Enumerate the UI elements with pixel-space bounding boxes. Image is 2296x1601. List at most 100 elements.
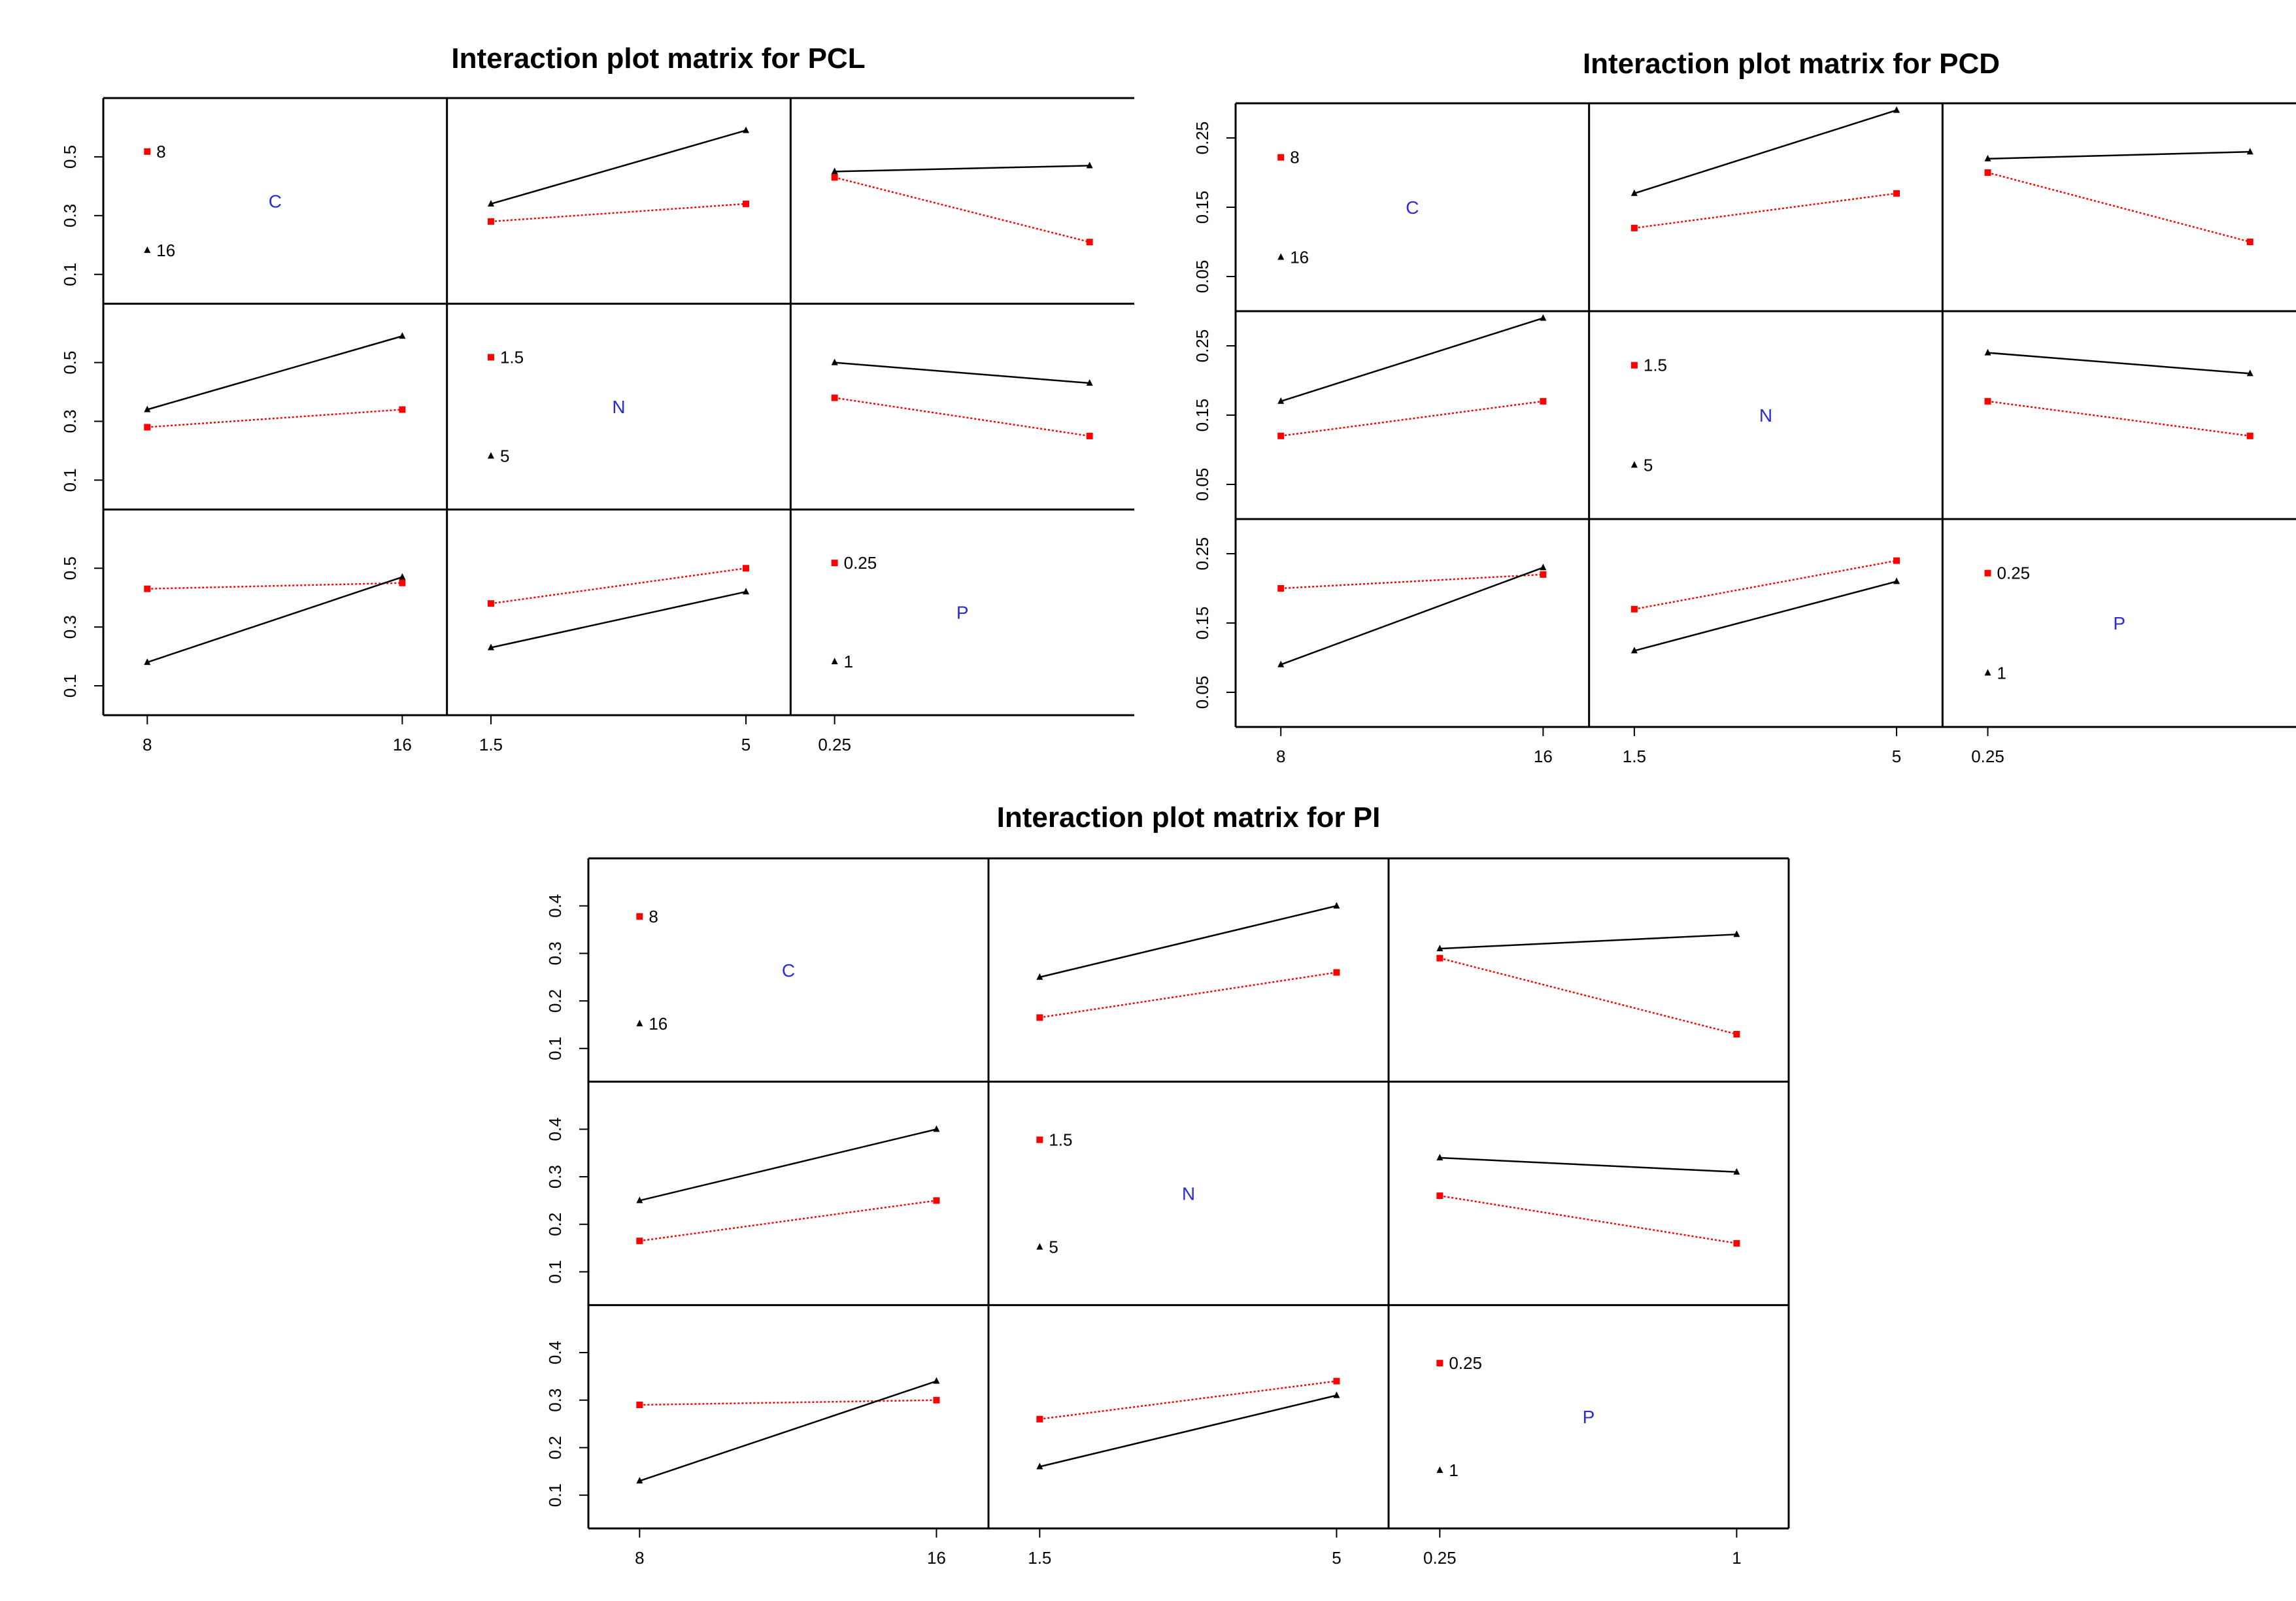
point-triangle [1086, 379, 1093, 386]
series-line-8 [1634, 192, 1897, 229]
x-tick-label: 5 [741, 735, 751, 754]
point-square [1630, 224, 1638, 231]
point-triangle [1436, 1153, 1443, 1160]
legend-level-2: 5 [1049, 1238, 1058, 1257]
legend-level-2: 16 [1290, 247, 1309, 267]
series-line-1 [1039, 1394, 1337, 1468]
point-triangle [1436, 945, 1443, 952]
chart-title: Interaction plot matrix for PCD [1583, 48, 2000, 80]
y-tick-label: 0.25 [1192, 537, 1212, 571]
x-tick-label: 16 [393, 735, 412, 754]
point-triangle [1893, 577, 1900, 584]
point-square [831, 174, 838, 181]
point-triangle [399, 573, 406, 580]
legend-marker-square [1436, 1360, 1443, 1367]
point-square [399, 406, 406, 413]
y-tick-label: 0.5 [60, 556, 80, 580]
point-triangle [1984, 154, 1991, 161]
point-triangle [636, 1477, 643, 1484]
chart-1: Interaction plot matrix for PCD 0.05 0.15 0… [1192, 48, 2296, 766]
x-tick-label: 16 [1534, 747, 1553, 766]
point-triangle [1540, 564, 1547, 571]
y-tick-label: 0.2 [545, 1436, 565, 1459]
legend-level-1: 1.5 [1644, 356, 1667, 375]
series-line-8 [1987, 171, 2251, 243]
point-triangle [831, 358, 838, 365]
series-line-1 [1634, 581, 1897, 652]
series-line-1.5 [147, 409, 403, 428]
legend-marker-square [1277, 154, 1285, 161]
x-tick-label: 8 [143, 735, 152, 754]
point-square [831, 394, 838, 401]
point-triangle [636, 1196, 643, 1204]
point-square [1036, 1014, 1043, 1021]
series-line-8 [1039, 971, 1337, 1019]
series-line-16 [1634, 109, 1897, 194]
point-square [144, 585, 151, 592]
series-line-5 [1440, 1156, 1737, 1173]
legend-marker-square [1630, 362, 1638, 369]
series-line-1.5 [834, 397, 1090, 437]
point-square [2246, 239, 2254, 245]
point-square [1630, 605, 1638, 613]
point-triangle [1036, 1462, 1043, 1470]
legend-marker-square [1036, 1136, 1043, 1143]
y-tick-label: 0.25 [1192, 329, 1212, 363]
point-square [933, 1197, 940, 1204]
factor-name-C: C [782, 960, 795, 981]
legend-level-2: 5 [1644, 455, 1653, 475]
series-line-5 [1987, 352, 2250, 375]
point-square [1036, 1415, 1043, 1423]
point-triangle [1893, 106, 1900, 113]
y-tick-label: 0.2 [545, 989, 565, 1013]
x-tick-label: 5 [1892, 747, 1901, 766]
y-tick-label: 0.15 [1192, 607, 1212, 640]
series-line-1 [639, 1380, 937, 1482]
point-triangle [1036, 973, 1043, 980]
point-triangle [742, 126, 749, 133]
point-square [1436, 954, 1443, 962]
legend-level-2: 1 [844, 652, 853, 671]
x-tick-label: 5 [1332, 1548, 1341, 1568]
point-triangle [487, 643, 494, 650]
series-line-0.25 [1634, 560, 1897, 611]
y-tick-label: 0.15 [1192, 191, 1212, 224]
y-tick-label: 0.4 [545, 894, 565, 918]
legend-marker-triangle [1036, 1243, 1043, 1250]
series-line-0.25 [1039, 1380, 1337, 1421]
series-line-5 [1280, 317, 1544, 402]
point-triangle [933, 1377, 940, 1384]
y-tick-label: 0.25 [1192, 122, 1212, 155]
y-tick-label: 0.15 [1192, 399, 1212, 432]
legend-marker-triangle [1630, 461, 1638, 468]
point-square [1333, 1377, 1340, 1385]
y-tick-label: 0.3 [545, 941, 565, 965]
point-square [636, 1238, 643, 1245]
x-tick-label: 8 [635, 1548, 644, 1568]
y-tick-label: 0.4 [545, 1341, 565, 1364]
point-triangle [1984, 348, 1991, 356]
legend-level-2: 16 [156, 241, 175, 260]
chart-0: Interaction plot matrix for PCL 0.1 0.3 0.5… [60, 42, 1134, 754]
factor-name-N: N [1759, 405, 1772, 426]
point-square [144, 424, 151, 431]
series-line-1.5 [639, 1200, 937, 1242]
point-triangle [1086, 161, 1093, 169]
point-triangle [933, 1125, 940, 1132]
legend-level-1: 8 [1290, 148, 1299, 167]
point-triangle [742, 588, 749, 595]
legend-marker-triangle [1984, 669, 1991, 676]
point-square [1984, 397, 1991, 405]
legend-marker-square [487, 354, 494, 361]
y-tick-label: 0.3 [60, 615, 80, 639]
point-square [1540, 571, 1547, 578]
y-tick-label: 0.3 [60, 204, 80, 228]
point-square [1893, 557, 1900, 564]
factor-name-C: C [269, 191, 282, 211]
point-triangle [1540, 314, 1547, 321]
legend-level-1: 0.25 [1449, 1353, 1482, 1373]
legend-marker-square [831, 560, 838, 567]
series-line-0.25 [1281, 573, 1544, 590]
legend-level-1: 8 [649, 907, 658, 926]
